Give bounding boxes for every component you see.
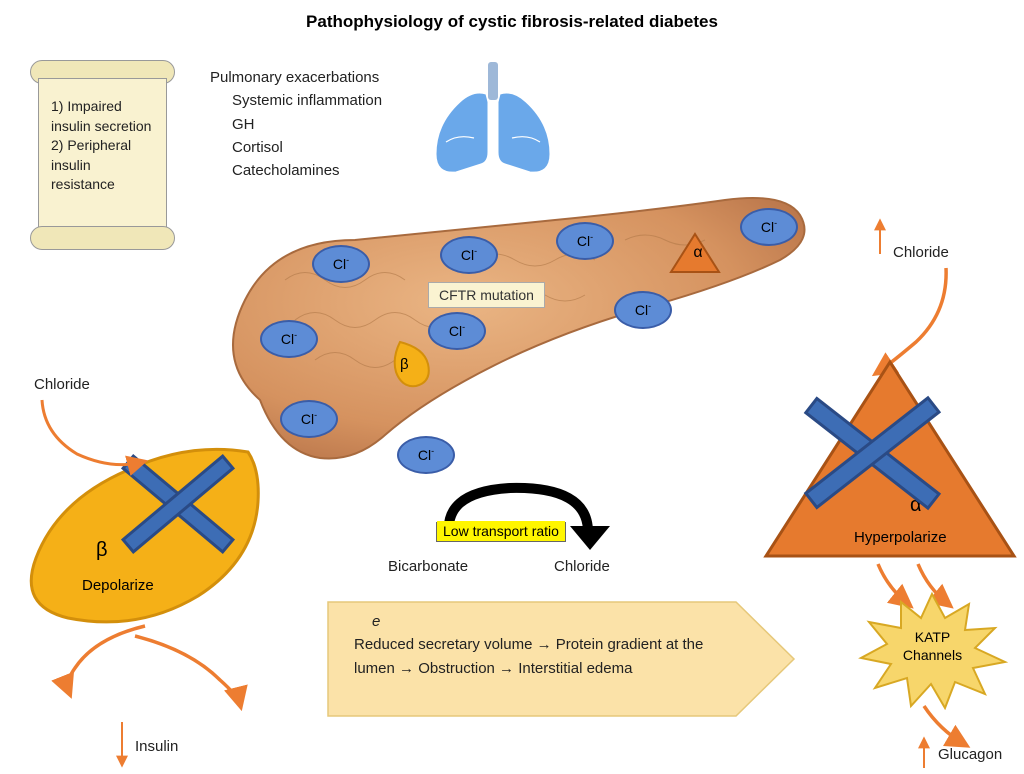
cl-ion: Cl-: [260, 320, 318, 358]
factor-catecholamines: Catecholamines: [232, 159, 382, 182]
left-chloride-label: Chloride: [34, 376, 90, 393]
cl-ion: Cl-: [397, 436, 455, 474]
beta-cell-small: β: [392, 340, 432, 390]
cftr-mutation-box: CFTR mutation: [428, 282, 545, 308]
alpha-cell-large: α Hyperpolarize: [760, 356, 1020, 566]
factor-inflammation: Systemic inflammation: [232, 89, 382, 112]
cl-ion: Cl-: [556, 222, 614, 260]
depolarize-label: Depolarize: [82, 577, 154, 594]
svg-text:β: β: [96, 539, 108, 561]
katp-star: KATPChannels: [855, 590, 1010, 710]
transport-ratio-box: Low transport ratio: [436, 522, 566, 542]
cl-ion: Cl-: [312, 245, 370, 283]
beta-small-label: β: [400, 356, 409, 373]
alpha-cell-small: α: [669, 232, 721, 274]
cl-ion: Cl-: [440, 236, 498, 274]
pentagon-body: Reduced secretary volume → Protein gradi…: [354, 633, 726, 680]
right-chloride-label: Chloride: [893, 244, 949, 261]
transport-label: Low transport ratio: [437, 521, 565, 541]
pathway-pentagon: e Reduced secretary volume → Protein gra…: [326, 600, 796, 718]
lungs-icon: [418, 62, 568, 182]
insulin-down-arrow: [112, 720, 132, 770]
bicarbonate-label: Bicarbonate: [388, 558, 468, 575]
cl-ion: Cl-: [740, 208, 798, 246]
scroll-curl-bottom: [30, 226, 175, 250]
left-chloride-arrow: [22, 392, 162, 482]
cftr-label: CFTR mutation: [439, 287, 534, 303]
hyperpolarize-label: Hyperpolarize: [854, 529, 947, 546]
katp-label: KATPChannels: [855, 628, 1010, 664]
glucagon-up-arrow: [914, 736, 934, 772]
page-title: Pathophysiology of cystic fibrosis-relat…: [0, 12, 1024, 32]
scroll-paper: 1) Impaired insulin secretion 2) Periphe…: [38, 78, 167, 232]
left-curved-arrow-2: [120, 630, 270, 710]
pentagon-e: e: [372, 610, 726, 633]
cl-ion: Cl-: [428, 312, 486, 350]
glucagon-label: Glucagon: [938, 746, 1002, 763]
cl-ion: Cl-: [614, 291, 672, 329]
factor-cortisol: Cortisol: [232, 136, 382, 159]
factors-list: Pulmonary exacerbations Systemic inflamm…: [210, 66, 382, 182]
factor-gh: GH: [232, 113, 382, 136]
scroll-text: 1) Impaired insulin secretion 2) Periphe…: [51, 98, 151, 192]
right-chloride-up-arrow: [870, 218, 890, 258]
factor-pulmonary: Pulmonary exacerbations: [210, 66, 382, 89]
alpha-small-label: α: [669, 244, 727, 262]
cl-ion: Cl-: [280, 400, 338, 438]
scroll-note: 1) Impaired insulin secretion 2) Periphe…: [30, 60, 175, 250]
insulin-label: Insulin: [135, 738, 178, 755]
chloride-bottom-label: Chloride: [554, 558, 610, 575]
